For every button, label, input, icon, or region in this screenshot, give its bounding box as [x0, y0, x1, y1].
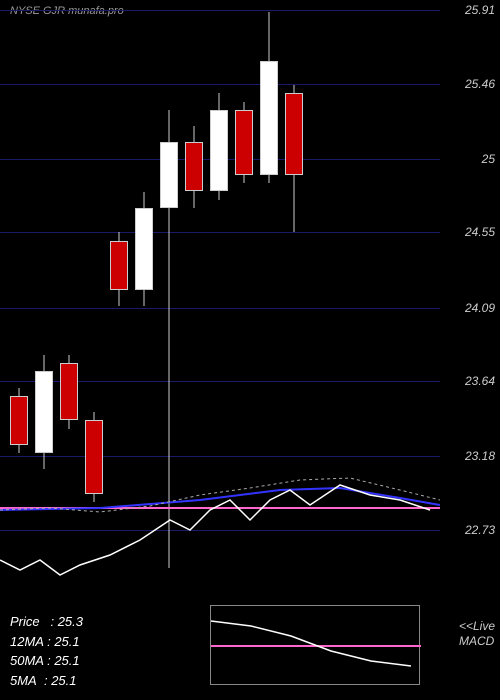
y-tick-label: 25.91 [465, 3, 495, 17]
macd-inset-svg [211, 606, 421, 686]
ticker-symbol: NYSE GJR munafa.pro [10, 5, 124, 17]
ma50-row: 50MA : 25.1 [10, 651, 83, 671]
y-tick-label: 23.64 [465, 374, 495, 388]
gridline [0, 530, 440, 531]
y-tick-label: 24.55 [465, 225, 495, 239]
y-tick-label: 24.09 [465, 301, 495, 315]
price-info-box: Price : 25.3 12MA : 25.1 50MA : 25.1 5MA… [10, 612, 83, 690]
price-row: Price : 25.3 [10, 612, 83, 632]
gridline [0, 232, 440, 233]
y-tick-label: 22.73 [465, 523, 495, 537]
ma12-row: 12MA : 25.1 [10, 632, 83, 652]
candlestick-chart: NYSE GJR munafa.pro 25.91 25.46 25 24.55 24.… [0, 0, 500, 700]
gridline [0, 308, 440, 309]
macd-live-label: <<Live MACD [459, 619, 495, 650]
macd-inset-chart [210, 605, 420, 685]
y-tick-label: 23.18 [465, 449, 495, 463]
gridline [0, 84, 440, 85]
gridline [0, 10, 440, 11]
ma5-row: 5MA : 25.1 [10, 671, 83, 691]
indicator-lines [0, 0, 500, 700]
y-tick-label: 25 [482, 152, 495, 166]
y-tick-label: 25.46 [465, 77, 495, 91]
gridline [0, 456, 440, 457]
